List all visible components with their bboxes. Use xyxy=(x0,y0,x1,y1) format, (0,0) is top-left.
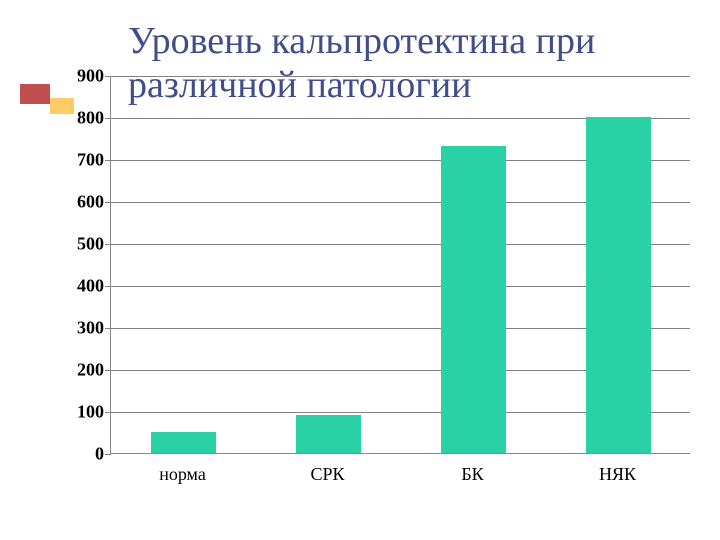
x-tick-label: СРК xyxy=(268,464,388,485)
x-tick-label: НЯК xyxy=(558,464,678,485)
y-tick-label: 500 xyxy=(60,234,104,255)
x-tick-label: норма xyxy=(123,464,243,485)
y-tick xyxy=(105,160,111,161)
y-tick xyxy=(105,76,111,77)
accent-box-1 xyxy=(20,84,50,104)
y-tick xyxy=(105,244,111,245)
bar xyxy=(586,117,651,453)
accent-box-2 xyxy=(50,98,74,114)
y-tick xyxy=(105,370,111,371)
bar-chart: 0100200300400500600700800900нормаСРКБКНЯ… xyxy=(60,76,700,506)
y-tick xyxy=(105,412,111,413)
y-tick xyxy=(105,118,111,119)
bar xyxy=(296,415,361,453)
y-tick xyxy=(105,328,111,329)
y-tick-label: 300 xyxy=(60,318,104,339)
y-tick-label: 900 xyxy=(60,66,104,87)
y-tick xyxy=(105,454,111,455)
y-tick-label: 700 xyxy=(60,150,104,171)
y-tick-label: 400 xyxy=(60,276,104,297)
chart-title: Уровень кальпротектина при различной пат… xyxy=(128,20,720,107)
y-tick-label: 100 xyxy=(60,402,104,423)
x-tick-label: БК xyxy=(413,464,533,485)
bar xyxy=(441,146,506,453)
y-tick-label: 0 xyxy=(60,444,104,465)
y-tick-label: 600 xyxy=(60,192,104,213)
bar xyxy=(151,432,216,453)
y-tick xyxy=(105,286,111,287)
plot-area xyxy=(110,76,690,454)
y-tick xyxy=(105,202,111,203)
y-tick-label: 200 xyxy=(60,360,104,381)
